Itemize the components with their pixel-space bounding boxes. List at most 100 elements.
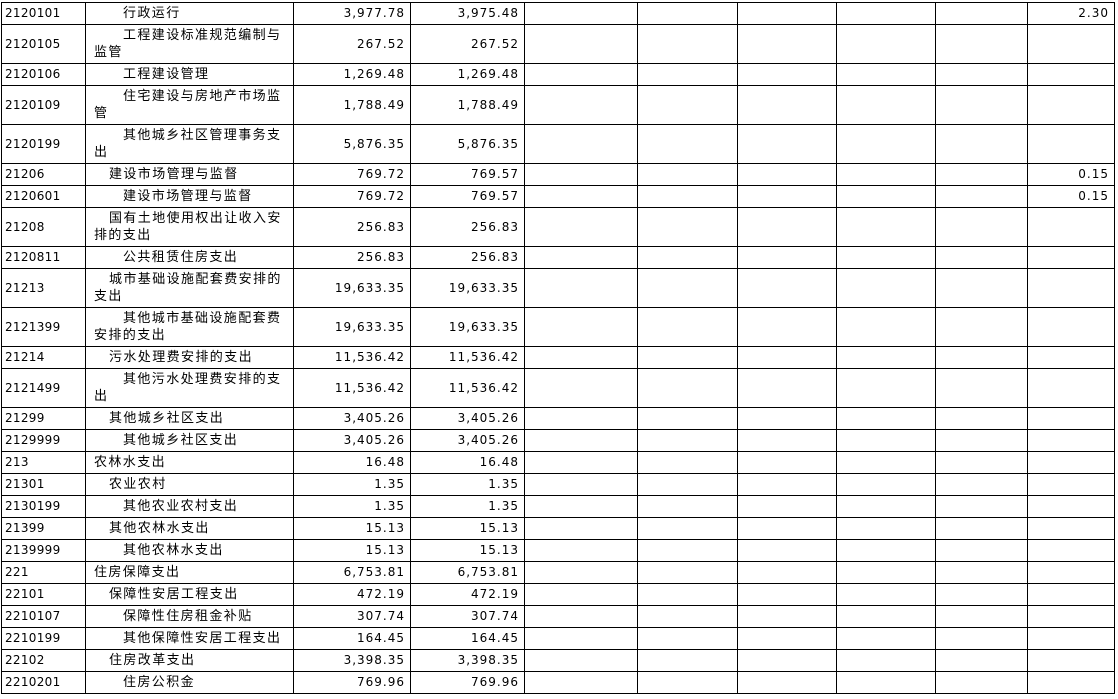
- empty-cell: [935, 649, 1028, 672]
- empty-cell: [836, 246, 936, 269]
- empty-cell: [524, 583, 638, 606]
- empty-cell: [737, 163, 837, 186]
- code-cell: 21299: [1, 407, 86, 430]
- table-row: 213 农林水支出 16.48 16.48: [1, 451, 1115, 474]
- amount-cell: 6,753.81: [410, 561, 525, 584]
- name-cell: 工程建设标准规范编制与监管: [85, 24, 294, 64]
- empty-cell: [524, 307, 638, 347]
- amount-cell: 256.83: [293, 207, 411, 247]
- name-cell: 住房保障支出: [85, 561, 294, 584]
- name-cell: 其他保障性安居工程支出: [85, 627, 294, 650]
- amount-cell: 19,633.35: [410, 307, 525, 347]
- empty-cell: [637, 185, 738, 208]
- name-cell: 农业农村: [85, 473, 294, 496]
- code-cell: 2120106: [1, 63, 86, 86]
- empty-cell: [1027, 268, 1115, 308]
- amount-cell: 5,876.35: [410, 124, 525, 164]
- name-cell: 行政运行: [85, 2, 294, 25]
- empty-cell: [637, 268, 738, 308]
- amount-cell: 3,405.26: [293, 429, 411, 452]
- empty-cell: [836, 124, 936, 164]
- empty-cell: [737, 207, 837, 247]
- empty-cell: [935, 163, 1028, 186]
- empty-cell: [637, 627, 738, 650]
- table-row: 221 住房保障支出 6,753.81 6,753.81: [1, 561, 1115, 584]
- empty-cell: [935, 495, 1028, 518]
- name-cell: 其他农林水支出: [85, 517, 294, 540]
- empty-cell: [524, 2, 638, 25]
- code-cell: 2129999: [1, 429, 86, 452]
- empty-cell: [637, 649, 738, 672]
- table-row: 21206 建设市场管理与监督 769.72 769.57 0.15: [1, 163, 1115, 186]
- empty-cell: [836, 368, 936, 408]
- empty-cell: [637, 307, 738, 347]
- empty-cell: [836, 63, 936, 86]
- code-cell: 21206: [1, 163, 86, 186]
- empty-cell: [1027, 368, 1115, 408]
- empty-cell: [1027, 583, 1115, 606]
- table-row: 2139999 其他农林水支出 15.13 15.13: [1, 539, 1115, 562]
- empty-cell: [637, 85, 738, 125]
- empty-cell: [737, 473, 837, 496]
- empty-cell: [1027, 246, 1115, 269]
- empty-cell: [524, 163, 638, 186]
- empty-cell: [737, 368, 837, 408]
- code-cell: 2210107: [1, 605, 86, 628]
- empty-cell: [836, 307, 936, 347]
- empty-cell: [935, 185, 1028, 208]
- empty-cell: [524, 561, 638, 584]
- empty-cell: [637, 583, 738, 606]
- name-cell: 城市基础设施配套费安排的支出: [85, 268, 294, 308]
- name-cell: 保障性住房租金补贴: [85, 605, 294, 628]
- empty-cell: [1027, 649, 1115, 672]
- empty-cell: [524, 473, 638, 496]
- amount-cell: 267.52: [293, 24, 411, 64]
- empty-cell: [524, 429, 638, 452]
- code-cell: 2120199: [1, 124, 86, 164]
- empty-cell: [524, 605, 638, 628]
- empty-cell: [737, 268, 837, 308]
- code-cell: 221: [1, 561, 86, 584]
- name-cell: 住房改革支出: [85, 649, 294, 672]
- amount-cell: 1,269.48: [410, 63, 525, 86]
- empty-cell: [836, 649, 936, 672]
- table-row: 2129999 其他城乡社区支出 3,405.26 3,405.26: [1, 429, 1115, 452]
- empty-cell: [524, 124, 638, 164]
- amount-cell: 3,975.48: [410, 2, 525, 25]
- empty-cell: [836, 163, 936, 186]
- code-cell: 22102: [1, 649, 86, 672]
- empty-cell: [1027, 207, 1115, 247]
- amount-cell: 11,536.42: [293, 368, 411, 408]
- name-cell: 农林水支出: [85, 451, 294, 474]
- amount-cell: 19,633.35: [410, 268, 525, 308]
- empty-cell: [637, 407, 738, 430]
- name-cell: 住宅建设与房地产市场监管: [85, 85, 294, 125]
- empty-cell: [836, 185, 936, 208]
- amount-cell: 16.48: [410, 451, 525, 474]
- empty-cell: [935, 368, 1028, 408]
- empty-cell: [935, 627, 1028, 650]
- code-cell: 2120601: [1, 185, 86, 208]
- empty-cell: [935, 539, 1028, 562]
- empty-cell: [935, 451, 1028, 474]
- table-row: 2120601 建设市场管理与监督 769.72 769.57 0.15: [1, 185, 1115, 208]
- empty-cell: [935, 561, 1028, 584]
- amount-cell: 3,405.26: [293, 407, 411, 430]
- empty-cell: [836, 605, 936, 628]
- amount-cell: 307.74: [410, 605, 525, 628]
- empty-cell: [637, 561, 738, 584]
- empty-cell: [836, 627, 936, 650]
- empty-cell: [836, 517, 936, 540]
- empty-cell: [737, 2, 837, 25]
- empty-cell: [737, 539, 837, 562]
- empty-cell: [524, 63, 638, 86]
- code-cell: 2121499: [1, 368, 86, 408]
- amount-cell: 769.72: [293, 163, 411, 186]
- other-cell: 0.15: [1027, 163, 1115, 186]
- empty-cell: [737, 63, 837, 86]
- empty-cell: [637, 207, 738, 247]
- empty-cell: [1027, 627, 1115, 650]
- empty-cell: [935, 2, 1028, 25]
- table-row: 21213 城市基础设施配套费安排的支出 19,633.35 19,633.35: [1, 268, 1115, 308]
- amount-cell: 11,536.42: [410, 368, 525, 408]
